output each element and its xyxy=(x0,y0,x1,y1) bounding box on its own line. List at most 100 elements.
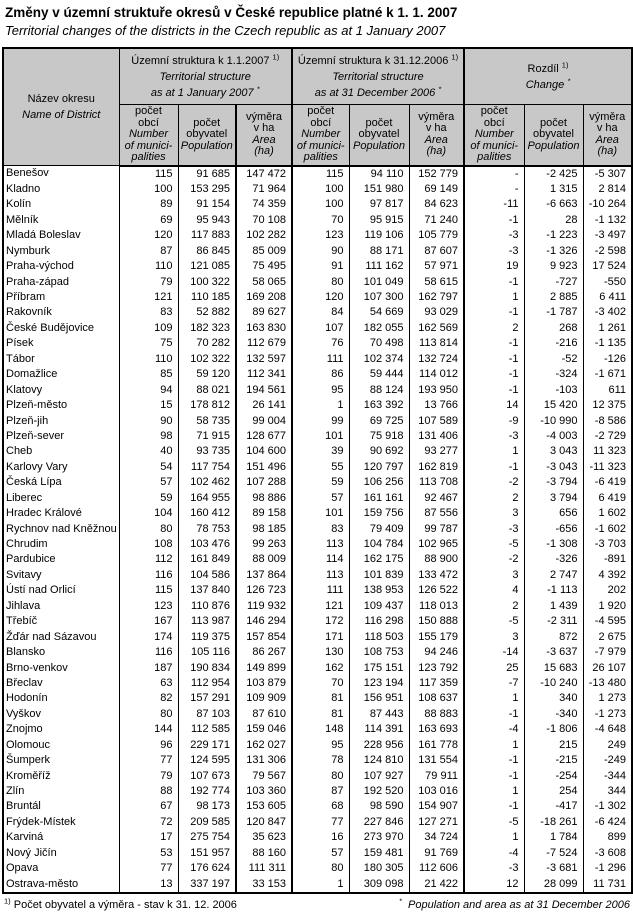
value-cell: 54 xyxy=(118,459,178,476)
value-cell: 108 xyxy=(118,537,178,553)
value-cell: 111 xyxy=(291,583,349,599)
value-cell: 90 xyxy=(118,413,178,429)
value-cell: -344 xyxy=(582,768,632,784)
subheader-population-2007: počet obyvatel Population xyxy=(177,104,236,167)
value-cell: -5 xyxy=(463,814,524,831)
value-cell: 21 422 xyxy=(408,876,464,894)
value-cell: -3 637 xyxy=(523,645,583,661)
value-cell: 57 971 xyxy=(408,259,464,275)
value-cell: 107 673 xyxy=(177,768,236,784)
value-cell: 2 xyxy=(463,598,524,615)
value-cell: 28 xyxy=(523,212,583,229)
value-cell: 88 900 xyxy=(408,552,464,568)
table-row: Domažlice 85 59 120 112 341 86 59 444 114 012-… xyxy=(3,367,632,383)
value-cell: 121 xyxy=(291,598,349,615)
value-cell: 162 xyxy=(291,660,349,676)
value-cell: 182 055 xyxy=(348,320,409,337)
table-row: České Budějovice 109 182 323 163 830 107 182 … xyxy=(3,320,632,337)
value-cell: 101 xyxy=(291,428,349,445)
value-cell: 71 240 xyxy=(408,212,464,229)
value-cell: 19 xyxy=(463,259,524,275)
value-cell: -10 990 xyxy=(523,413,583,429)
value-cell: 96 xyxy=(118,737,178,754)
district-name: Rakovník xyxy=(6,306,52,319)
value-cell: 57 xyxy=(291,845,349,862)
value-cell: 112 606 xyxy=(408,861,464,877)
value-cell: 119 375 xyxy=(177,629,236,646)
value-cell: 75 918 xyxy=(348,428,409,445)
table-row: Benešov 115 91 685 147 472 115 94 110 152 779-… xyxy=(3,165,632,182)
table-row: Kroměříž 79 107 673 79 567 80 107 927 79 911 -1… xyxy=(3,768,632,784)
value-cell: 118 013 xyxy=(408,598,464,615)
district-name: Ostrava-město xyxy=(6,877,79,890)
value-cell: 120 xyxy=(118,228,178,244)
value-cell: 4 xyxy=(463,583,524,599)
value-cell: 161 849 xyxy=(177,552,236,568)
district-name: Karlovy Vary xyxy=(6,460,68,473)
value-cell: 117 754 xyxy=(177,459,236,476)
value-cell: 85 009 xyxy=(235,243,292,260)
district-name: Písek xyxy=(6,337,34,350)
value-cell: 88 160 xyxy=(235,845,292,862)
value-cell: 106 256 xyxy=(348,475,409,491)
value-cell: 163 830 xyxy=(235,320,292,337)
value-cell: -326 xyxy=(523,552,583,568)
value-cell: 89 158 xyxy=(235,506,292,522)
value-cell: 101 839 xyxy=(348,567,409,584)
value-cell: 103 360 xyxy=(235,784,292,800)
value-cell: 87 xyxy=(118,243,178,260)
value-cell: -1 787 xyxy=(523,305,583,321)
value-cell: 101 xyxy=(291,506,349,522)
value-cell: 151 496 xyxy=(235,459,292,476)
district-name: Plzeň-jih xyxy=(6,414,49,427)
value-cell: -1 xyxy=(463,768,524,784)
value-cell: 93 735 xyxy=(177,444,236,460)
district-name: Kladno xyxy=(6,182,41,195)
value-cell: 67 xyxy=(118,799,178,815)
value-cell: 72 xyxy=(118,814,178,831)
value-cell: 28 099 xyxy=(523,876,583,894)
table-row: Klatovy 94 88 021 194 561 95 88 124 193 950 -1-… xyxy=(3,382,632,399)
value-cell: 102 282 xyxy=(235,228,292,244)
value-cell: 110 xyxy=(118,259,178,275)
value-cell: 76 xyxy=(291,336,349,352)
value-cell: 100 xyxy=(291,197,349,213)
table-row: Příbram 121 110 185 169 208 120 107 300 162 79… xyxy=(3,290,632,306)
value-cell: 33 153 xyxy=(235,876,292,894)
table-row: Opava 77 176 624 111 311 80 180 305 112 606 -3-… xyxy=(3,861,632,877)
value-cell: 113 814 xyxy=(408,336,464,352)
value-cell: -1 xyxy=(463,753,524,769)
name-header-en: Name of District xyxy=(22,109,101,121)
value-cell: -3 xyxy=(463,428,524,445)
value-cell: -2 311 xyxy=(523,614,583,630)
value-cell: -4 648 xyxy=(582,722,632,738)
district-name: Kroměříž xyxy=(6,769,51,782)
table-row: Česká Lípa 57 102 462 107 288 59 106 256 113 7… xyxy=(3,475,632,491)
value-cell: -1 xyxy=(463,336,524,352)
value-cell: 71 964 xyxy=(235,181,292,198)
value-cell: 69 725 xyxy=(348,413,409,429)
value-cell: -18 261 xyxy=(523,814,583,831)
district-name: Praha-východ xyxy=(6,260,74,273)
table-row: Ústí nad Orlicí 115 137 840 126 723 111 138 9… xyxy=(3,583,632,599)
value-cell: 162 569 xyxy=(408,320,464,337)
value-cell: 124 810 xyxy=(348,753,409,769)
value-cell: 132 724 xyxy=(408,351,464,368)
value-cell: 151 957 xyxy=(177,845,236,862)
value-cell: 87 xyxy=(291,784,349,800)
value-cell: 35 623 xyxy=(235,830,292,846)
value-cell: 169 208 xyxy=(235,290,292,306)
value-cell: 59 xyxy=(118,490,178,507)
value-cell: 1 273 xyxy=(582,691,632,707)
value-cell: 144 xyxy=(118,722,178,738)
value-cell: 25 xyxy=(463,660,524,676)
value-cell: 130 xyxy=(291,645,349,661)
value-cell: 88 883 xyxy=(408,706,464,723)
value-cell: 194 561 xyxy=(235,382,292,399)
value-cell: 80 xyxy=(291,861,349,877)
value-cell: 54 669 xyxy=(348,305,409,321)
value-cell: 161 778 xyxy=(408,737,464,754)
value-cell: -1 326 xyxy=(523,243,583,260)
table-row: Vyškov 80 87 103 87 610 81 87 443 88 883 -1 -340… xyxy=(3,706,632,723)
value-cell: 86 xyxy=(291,367,349,383)
